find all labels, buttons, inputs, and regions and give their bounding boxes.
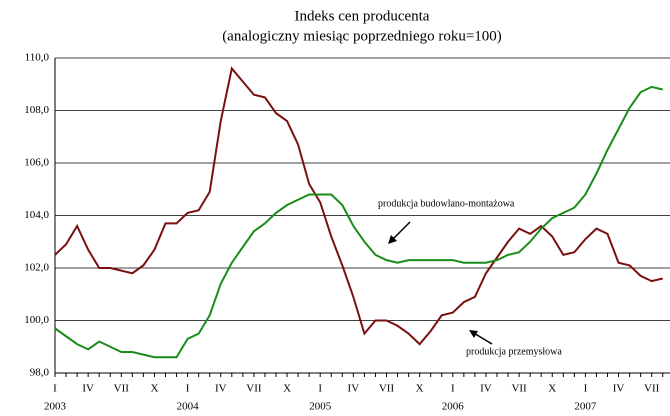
year-label: 2004 [177,401,200,413]
series-line [54,85,663,359]
y-tick-label: 106,0 [24,157,49,169]
year-label: 2005 [309,401,332,413]
x-tick-label: VII [644,383,660,395]
x-tick-label: VII [246,383,262,395]
x-tick-label: I [451,383,455,395]
y-tick-label: 102,0 [24,262,49,274]
x-tick-label: IV [82,383,94,395]
annotation: produkcja budowlano-montażowa [378,198,515,209]
x-tick-label: I [584,383,588,395]
arrow-head [388,235,397,244]
x-tick-label: IV [613,383,625,395]
year-label: 2007 [574,401,597,413]
x-tick-label: X [283,383,291,395]
x-tick-label: X [416,383,424,395]
x-tick-label: VII [114,383,130,395]
x-tick-label: X [548,383,556,395]
series-line [54,66,663,346]
y-tick-label: 110,0 [25,52,50,64]
x-tick-label: I [318,383,322,395]
x-tick-label: I [53,383,57,395]
arrow-head [469,330,478,338]
x-tick-label: IV [348,383,360,395]
chart-title: Indeks cen producenta [295,8,430,24]
y-tick-label: 98,0 [30,367,50,379]
x-tick-label: I [186,383,190,395]
chart-subtitle: (analogiczny miesiąc poprzedniego roku=1… [222,28,502,44]
x-tick-label: VII [379,383,395,395]
year-label: 2006 [442,401,465,413]
annotation: produkcja przemysłowa [466,346,562,357]
y-tick-label: 100,0 [24,314,49,326]
x-tick-label: VII [511,383,527,395]
x-tick-label: X [150,383,158,395]
y-tick-label: 104,0 [24,209,49,221]
year-label: 2003 [44,401,67,413]
x-tick-label: IV [480,383,492,395]
x-tick-label: IV [215,383,227,395]
y-tick-label: 108,0 [24,104,49,116]
